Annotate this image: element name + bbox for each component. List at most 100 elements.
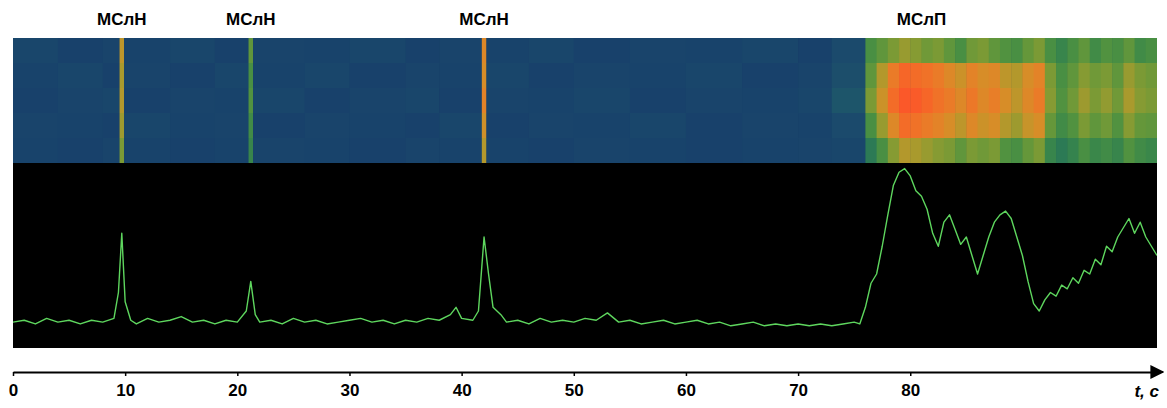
heatmap-cell [1146, 63, 1157, 89]
heatmap-cell [989, 88, 1001, 114]
tick-label: 0 [9, 381, 18, 400]
heatmap-cell [1034, 38, 1046, 64]
tick-mark [125, 372, 127, 376]
heatmap-cell [686, 138, 743, 163]
heatmap-cell [58, 88, 103, 114]
heatmap-cell [1090, 63, 1102, 89]
signal-line [13, 169, 1157, 326]
heatmap-cell [170, 138, 215, 163]
heatmap-cell [1123, 63, 1135, 89]
heatmap-cell [1000, 88, 1012, 114]
heatmap-cell [1135, 38, 1147, 64]
heatmap-cell [1022, 113, 1034, 139]
heatmap-cell [406, 113, 440, 139]
heatmap-cell [1078, 113, 1090, 139]
tick-label: 60 [677, 381, 696, 400]
heatmap-cell [899, 38, 911, 64]
heatmap-cell [888, 138, 900, 163]
heatmap-cell [482, 63, 487, 89]
heatmap-cell [1123, 138, 1135, 163]
heatmap-cell [406, 138, 440, 163]
heatmap-cell [978, 38, 990, 64]
heatmap-cell [630, 113, 687, 139]
heatmap-cell [1056, 63, 1068, 89]
heatmap-cell [1011, 38, 1023, 64]
heatmap-cell [877, 113, 889, 139]
heatmap-cell [742, 38, 799, 64]
heatmap-cell [910, 113, 922, 139]
heatmap-cell [832, 63, 866, 89]
tick: 80 [901, 372, 920, 400]
heatmap-cell [989, 138, 1001, 163]
heatmap-cell [439, 88, 482, 114]
heatmap-cell [170, 38, 215, 64]
heatmap-cell [1056, 113, 1068, 139]
heatmap-cell [798, 88, 832, 114]
heatmap-cell [486, 88, 529, 114]
heatmap-cell [966, 88, 978, 114]
heatmap-cell [253, 88, 305, 114]
heatmap-cell [305, 38, 350, 64]
heatmap-cell [1056, 138, 1068, 163]
heatmap-cell [944, 38, 956, 64]
heatmap-cell [865, 63, 877, 89]
heatmap-cell [742, 113, 799, 139]
heatmap-cell [1000, 113, 1012, 139]
heatmap-cell [249, 38, 254, 64]
heatmap-cell [877, 63, 889, 89]
tick: 30 [341, 372, 360, 400]
heatmap-cell [630, 138, 687, 163]
heatmap-cell [486, 113, 529, 139]
heatmap-cell [486, 138, 529, 163]
heatmap-cell [798, 38, 832, 64]
heatmap-cell [1034, 113, 1046, 139]
heatmap-cell [921, 38, 933, 64]
heatmap-cell [253, 63, 305, 89]
heatmap-cell [933, 138, 945, 163]
heatmap-cell [1078, 38, 1090, 64]
heatmap-cell [124, 88, 170, 114]
heatmap-cell [1090, 138, 1102, 163]
heatmap-cell [1101, 138, 1113, 163]
tick-label: 70 [789, 381, 808, 400]
heatmap-cell [742, 63, 799, 89]
heatmap-cell [1078, 63, 1090, 89]
heatmap-cell [955, 88, 967, 114]
heatmap-cell [13, 113, 58, 139]
heatmap-cell [921, 138, 933, 163]
heatmap-cell [439, 63, 482, 89]
annotations: МСлНМСлНМСлНМСлП [97, 10, 946, 29]
heatmap-cell [1067, 138, 1079, 163]
heatmap-cell [249, 88, 254, 114]
heatmap-cell [1123, 113, 1135, 139]
heatmap-cell [877, 38, 889, 64]
heatmap-cell [529, 113, 574, 139]
heatmap-cell [1056, 38, 1068, 64]
heatmap-cell [529, 63, 574, 89]
heatmap-cell [1146, 88, 1157, 114]
heatmap-cell [170, 63, 215, 89]
heatmap-cell [349, 138, 406, 163]
heatmap-cell [1146, 38, 1157, 64]
heatmap-cell [978, 88, 990, 114]
tick: 70 [789, 372, 808, 400]
heatmap-cell [832, 138, 866, 163]
heatmap-cell [630, 38, 687, 64]
heatmap-cell [1045, 38, 1057, 64]
heatmap-cell [349, 113, 406, 139]
heatmap-cell [742, 88, 799, 114]
annotation: МСлН [459, 10, 509, 29]
heatmap-cell [482, 138, 487, 163]
heatmap-cell [58, 63, 103, 89]
heatmap-cell [574, 113, 631, 139]
heatmap-cell [253, 138, 305, 163]
tick: 10 [116, 372, 135, 400]
heatmap-cell [1123, 38, 1135, 64]
heatmap-cell [877, 88, 889, 114]
heatmap-cell [832, 113, 866, 139]
heatmap-cell [944, 63, 956, 89]
tick-label: 20 [228, 381, 247, 400]
heatmap-cell [1056, 88, 1068, 114]
heatmap-cell [1045, 63, 1057, 89]
heatmap-cell [933, 88, 945, 114]
